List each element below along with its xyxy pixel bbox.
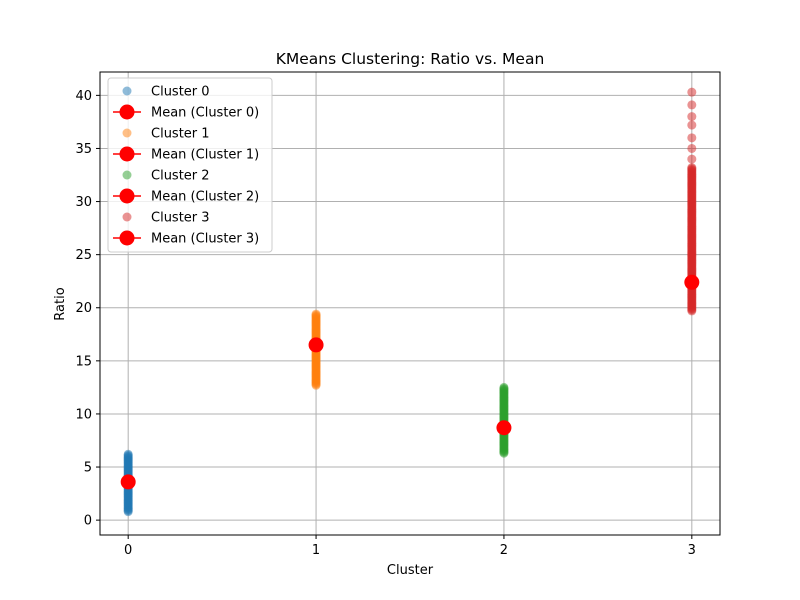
x-axis: 0 1 2 3 xyxy=(124,535,696,558)
cluster-point xyxy=(123,449,133,459)
x-tick-label: 1 xyxy=(312,543,320,558)
legend: Cluster 0 Mean (Cluster 0) Cluster 1 Mean (… xyxy=(107,77,273,253)
plot-frame xyxy=(99,71,721,536)
legend-entry: Mean (Cluster 2) xyxy=(113,188,259,205)
y-tick-label: 40 xyxy=(75,89,92,104)
cluster-point xyxy=(687,143,697,153)
legend-marker xyxy=(122,170,132,180)
cluster-point xyxy=(687,100,697,110)
legend-marker xyxy=(119,188,135,204)
cluster-point xyxy=(499,382,509,392)
cluster-point xyxy=(687,163,697,173)
legend-entry: Cluster 2 xyxy=(122,169,210,184)
y-tick-label: 15 xyxy=(75,354,92,369)
x-tick-label: 2 xyxy=(500,543,508,558)
y-tick-label: 5 xyxy=(84,461,92,476)
data-marks xyxy=(120,87,700,517)
x-axis-label: Cluster xyxy=(387,563,434,578)
cluster-mean-point xyxy=(120,474,136,490)
legend-marker xyxy=(122,212,132,222)
chart-title: KMeans Clustering: Ratio vs. Mean xyxy=(276,50,545,68)
y-tick-label: 30 xyxy=(75,195,92,210)
y-axis: 0 5 10 15 20 25 30 35 40 xyxy=(75,89,100,529)
legend-entry: Cluster 1 xyxy=(122,127,210,142)
legend-marker xyxy=(119,146,135,162)
cluster-point xyxy=(687,120,697,130)
y-tick-label: 20 xyxy=(75,301,92,316)
legend-label: Cluster 1 xyxy=(151,127,210,142)
legend-label: Mean (Cluster 2) xyxy=(151,190,259,205)
legend-entry: Mean (Cluster 1) xyxy=(113,146,259,163)
legend-label: Mean (Cluster 0) xyxy=(151,106,259,121)
cluster-mean-point xyxy=(496,420,512,436)
legend-entry: Cluster 3 xyxy=(122,211,210,226)
legend-marker xyxy=(122,128,132,138)
legend-label: Cluster 2 xyxy=(151,169,210,184)
legend-marker xyxy=(122,86,132,96)
y-tick-label: 25 xyxy=(75,248,92,263)
grid xyxy=(100,72,720,535)
legend-marker xyxy=(119,230,135,246)
legend-marker xyxy=(119,104,135,120)
cluster-point xyxy=(687,112,697,122)
y-tick-label: 10 xyxy=(75,407,92,422)
legend-label: Cluster 3 xyxy=(151,211,210,226)
cluster-point xyxy=(311,309,321,319)
y-axis-label: Ratio xyxy=(53,287,68,320)
legend-label: Cluster 0 xyxy=(151,85,210,100)
cluster-point xyxy=(687,133,697,143)
x-tick-label: 3 xyxy=(688,543,696,558)
cluster-point xyxy=(687,87,697,97)
y-tick-label: 35 xyxy=(75,142,92,157)
legend-label: Mean (Cluster 3) xyxy=(151,232,259,247)
legend-label: Mean (Cluster 1) xyxy=(151,148,259,163)
y-tick-label: 0 xyxy=(84,514,92,529)
cluster-point xyxy=(687,154,697,164)
legend-entry: Cluster 0 xyxy=(122,85,210,100)
cluster-mean-point xyxy=(684,274,700,290)
x-tick-label: 0 xyxy=(124,543,132,558)
legend-box xyxy=(107,77,273,253)
legend-entry: Mean (Cluster 3) xyxy=(113,230,259,247)
legend-entry: Mean (Cluster 0) xyxy=(113,104,259,121)
cluster-mean-point xyxy=(308,337,324,353)
